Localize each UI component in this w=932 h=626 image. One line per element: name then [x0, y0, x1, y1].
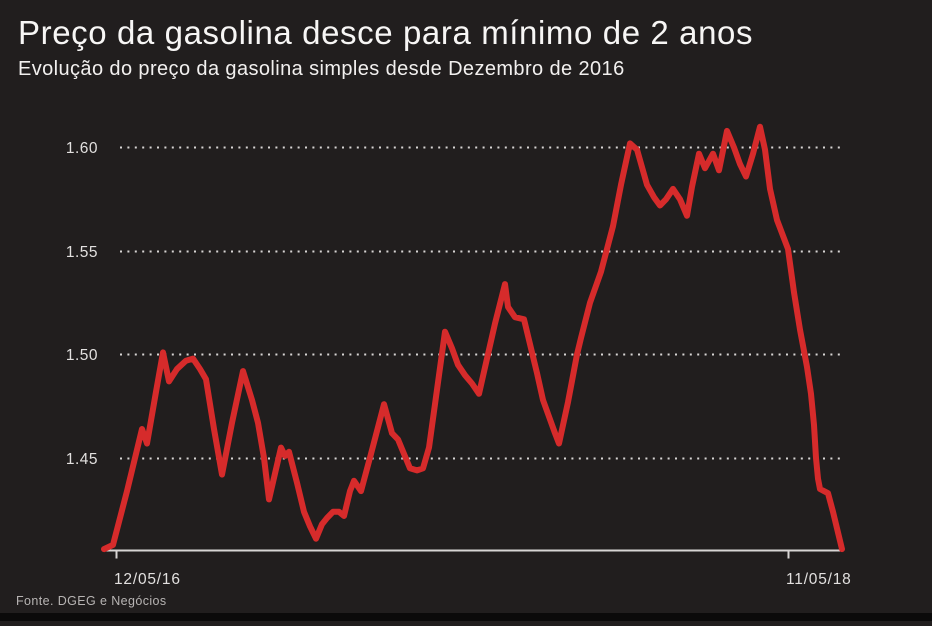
chart-title: Preço da gasolina desce para mínimo de 2…	[18, 14, 754, 51]
y-tick-label: 1.45	[66, 451, 98, 468]
chart-subtitle: Evolução do preço da gasolina simples de…	[18, 58, 625, 81]
y-tick-label: 1.55	[66, 244, 98, 261]
price-line-series	[101, 123, 845, 553]
y-tick-label: 1.60	[66, 140, 98, 157]
source-note: Fonte. DGEG e Negócios	[16, 594, 167, 608]
y-tick-label: 1.50	[66, 347, 98, 364]
x-tick-label: 12/05/16	[114, 571, 181, 588]
chart-header: Preço da gasolina desce para mínimo de 2…	[18, 12, 918, 81]
x-tick-label: 11/05/18	[786, 571, 852, 588]
bottom-bar	[0, 613, 932, 621]
